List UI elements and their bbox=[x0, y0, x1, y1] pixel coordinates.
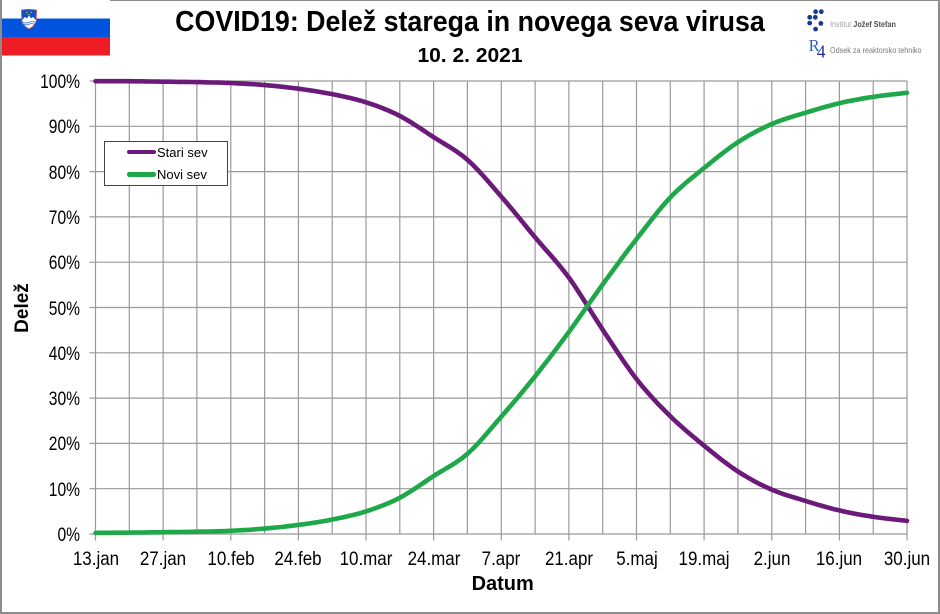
svg-text:4: 4 bbox=[817, 41, 826, 61]
svg-text:R: R bbox=[809, 37, 820, 55]
